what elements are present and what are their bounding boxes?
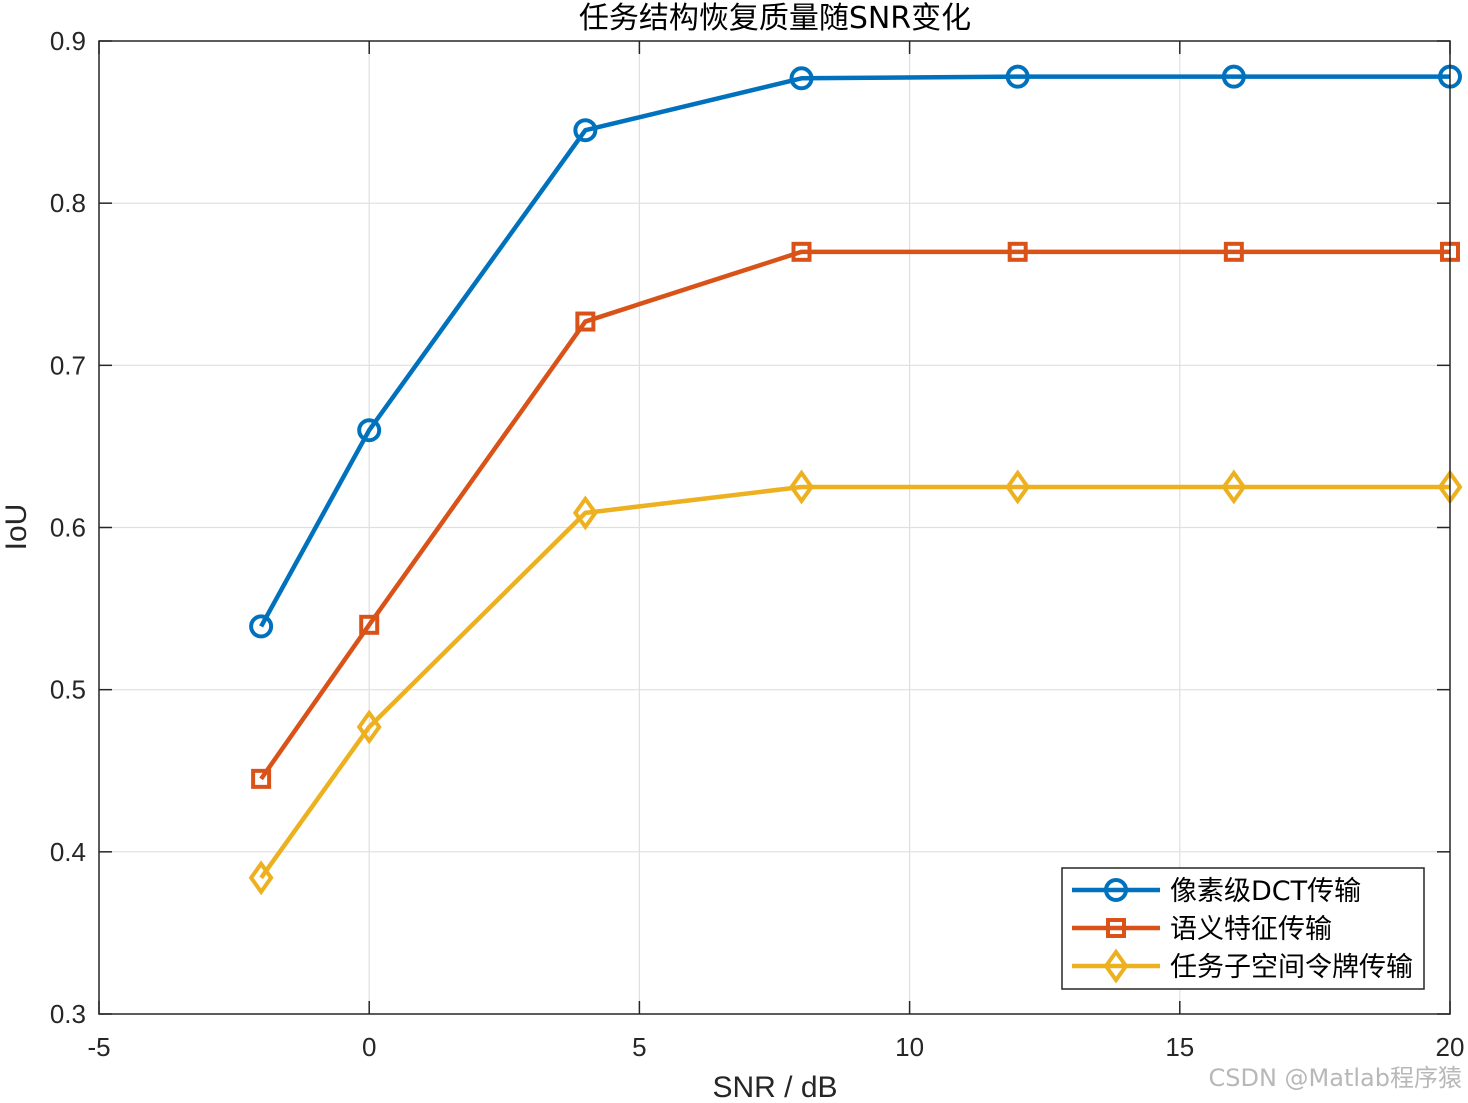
square-marker [1007,241,1028,262]
square-marker [791,241,812,262]
diamond-marker [248,860,274,896]
x-tick-label: 5 [632,1032,646,1062]
watermark: CSDN @Matlab程序猿 [1209,1064,1463,1092]
legend-item: 任务子空间令牌传输 [1072,948,1413,984]
y-tick-label: 0.7 [50,350,86,380]
legend-item: 语义特征传输 [1072,914,1332,945]
y-tick-label: 0.4 [50,837,86,867]
legend-label: 语义特征传输 [1170,914,1332,945]
series-2 [251,241,1460,789]
x-tick-label: 0 [362,1032,376,1062]
ticks [98,40,1451,1015]
legend-label: 任务子空间令牌传输 [1170,952,1413,983]
circle-marker [1005,64,1030,89]
square-marker [1223,241,1244,262]
legend-label: 像素级DCT传输 [1170,876,1361,907]
y-tick-label: 0.5 [50,675,86,705]
y-tick-labels: 0.3 0.4 0.5 0.6 0.7 0.8 0.9 [50,26,86,1029]
circle-marker [357,418,382,443]
x-tick-labels: -5 0 5 10 15 20 [87,1032,1464,1062]
circle-marker [573,118,598,143]
x-axis-label: SNR / dB [712,1071,837,1103]
series-line [259,74,1450,628]
diamond-marker [1005,469,1031,505]
series-1 [249,64,1462,639]
x-tick-label: 20 [1436,1032,1465,1062]
legend-diamond-marker [1103,948,1129,984]
x-tick-label: 10 [895,1032,924,1062]
diamond-marker [572,495,598,531]
series-line [259,249,1450,781]
x-tick-label: -5 [87,1032,110,1062]
y-axis-label: IoU [0,504,33,551]
y-tick-label: 0.8 [50,188,86,218]
circle-marker [789,66,814,91]
legend-circle-marker [1104,878,1128,902]
chart-title: 任务结构恢复质量随SNR变化 [579,1,971,36]
circle-marker [1221,64,1246,89]
y-tick-label: 0.6 [50,513,86,543]
diamond-marker [1221,469,1247,505]
y-tick-label: 0.3 [50,999,86,1029]
series-line [259,484,1450,880]
circle-marker [249,614,274,639]
series-layer [248,64,1463,896]
square-marker [251,768,272,789]
series-3 [248,469,1463,896]
square-marker [359,614,380,635]
square-marker [575,311,596,332]
diamond-marker [356,709,382,745]
x-tick-label: 15 [1165,1032,1194,1062]
y-tick-label: 0.9 [50,26,86,56]
legend-square-marker [1106,918,1126,938]
diamond-marker [789,469,814,505]
legend-item: 像素级DCT传输 [1072,876,1361,907]
